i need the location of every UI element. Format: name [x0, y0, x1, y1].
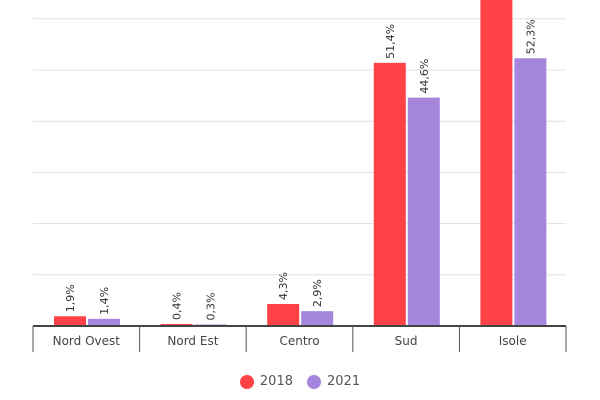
data-label: 1,4%: [98, 287, 111, 315]
bar-2018-centro: [267, 303, 300, 326]
bar-2018-nord-ovest: [54, 316, 86, 326]
x-tick-label: Isole: [499, 334, 527, 348]
data-label: 0,4%: [171, 292, 184, 320]
legend-label-2018: 2018: [259, 374, 293, 389]
data-label: 2,9%: [311, 279, 324, 307]
bar-2018-isole: [480, 0, 513, 326]
data-label: 1,9%: [64, 284, 77, 312]
bar-2021-sud: [407, 97, 440, 326]
data-label: 4,3%: [277, 272, 290, 300]
legend: 2018 2021: [0, 374, 600, 389]
legend-marker-2018: [239, 374, 254, 389]
data-label: 0,3%: [205, 293, 218, 321]
bar-2021-isole: [514, 58, 547, 326]
legend-marker-2021: [307, 374, 321, 389]
bar-2021-centro: [301, 311, 334, 326]
legend-item-2018[interactable]: 2018: [239, 374, 293, 389]
legend-item-2021[interactable]: 2021: [307, 374, 360, 389]
x-tick-label: Centro: [279, 334, 319, 348]
bar-2021-nord-ovest: [88, 318, 120, 326]
x-tick-label: Sud: [395, 334, 418, 348]
data-label: 44,6%: [418, 59, 431, 94]
bar-2018-nord-est: [160, 323, 193, 326]
data-label: 51,4%: [384, 24, 397, 59]
bar-2018-sud: [373, 62, 406, 326]
x-tick-label: Nord Ovest: [53, 334, 121, 348]
data-label: 52,3%: [524, 19, 537, 54]
x-tick-label: Nord Est: [167, 334, 218, 348]
legend-label-2021: 2021: [327, 374, 361, 389]
